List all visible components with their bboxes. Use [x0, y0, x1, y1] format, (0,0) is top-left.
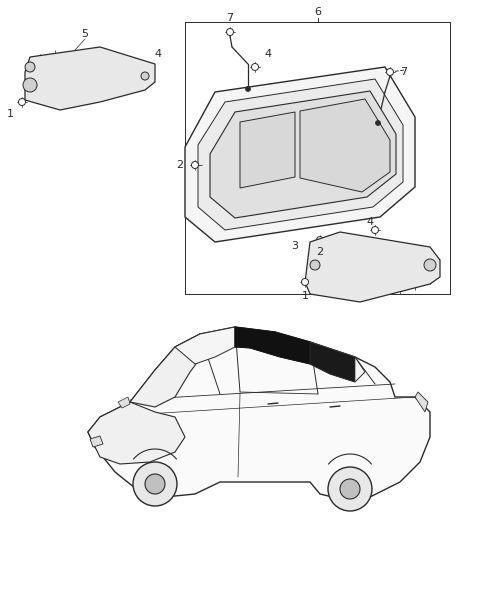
Circle shape	[301, 278, 309, 286]
Circle shape	[23, 78, 37, 92]
Polygon shape	[175, 327, 235, 364]
Circle shape	[252, 64, 259, 70]
Polygon shape	[310, 342, 355, 382]
Text: 1: 1	[7, 109, 13, 119]
Polygon shape	[235, 327, 310, 364]
Polygon shape	[310, 342, 365, 382]
Polygon shape	[210, 91, 396, 218]
Polygon shape	[88, 327, 430, 500]
Circle shape	[328, 467, 372, 511]
Circle shape	[25, 62, 35, 72]
Circle shape	[133, 462, 177, 506]
Polygon shape	[130, 334, 205, 407]
Circle shape	[141, 72, 149, 80]
Text: 4: 4	[155, 49, 162, 59]
Polygon shape	[300, 99, 390, 192]
Polygon shape	[305, 232, 440, 302]
Circle shape	[316, 236, 324, 244]
Circle shape	[386, 69, 394, 75]
Polygon shape	[90, 436, 103, 447]
Circle shape	[310, 260, 320, 270]
Text: 7: 7	[227, 13, 234, 23]
Circle shape	[245, 86, 251, 92]
Polygon shape	[25, 47, 155, 110]
Circle shape	[372, 226, 379, 234]
Circle shape	[424, 259, 436, 271]
Polygon shape	[415, 392, 428, 412]
Polygon shape	[118, 397, 130, 408]
Circle shape	[340, 479, 360, 499]
Polygon shape	[88, 402, 185, 464]
Circle shape	[375, 121, 381, 125]
Polygon shape	[198, 79, 403, 230]
Circle shape	[145, 474, 165, 494]
Text: 6: 6	[314, 7, 321, 17]
Text: 4: 4	[264, 49, 272, 59]
Text: 1: 1	[301, 291, 309, 301]
Circle shape	[192, 162, 199, 168]
Text: 4: 4	[366, 217, 373, 227]
Polygon shape	[185, 67, 415, 242]
Polygon shape	[240, 112, 295, 188]
Text: 2: 2	[316, 247, 324, 257]
Text: 7: 7	[400, 67, 408, 77]
Circle shape	[19, 99, 25, 105]
Text: 3: 3	[291, 241, 299, 251]
Text: 2: 2	[177, 160, 183, 170]
Circle shape	[227, 29, 233, 35]
Polygon shape	[235, 327, 310, 364]
Text: 5: 5	[82, 29, 88, 39]
